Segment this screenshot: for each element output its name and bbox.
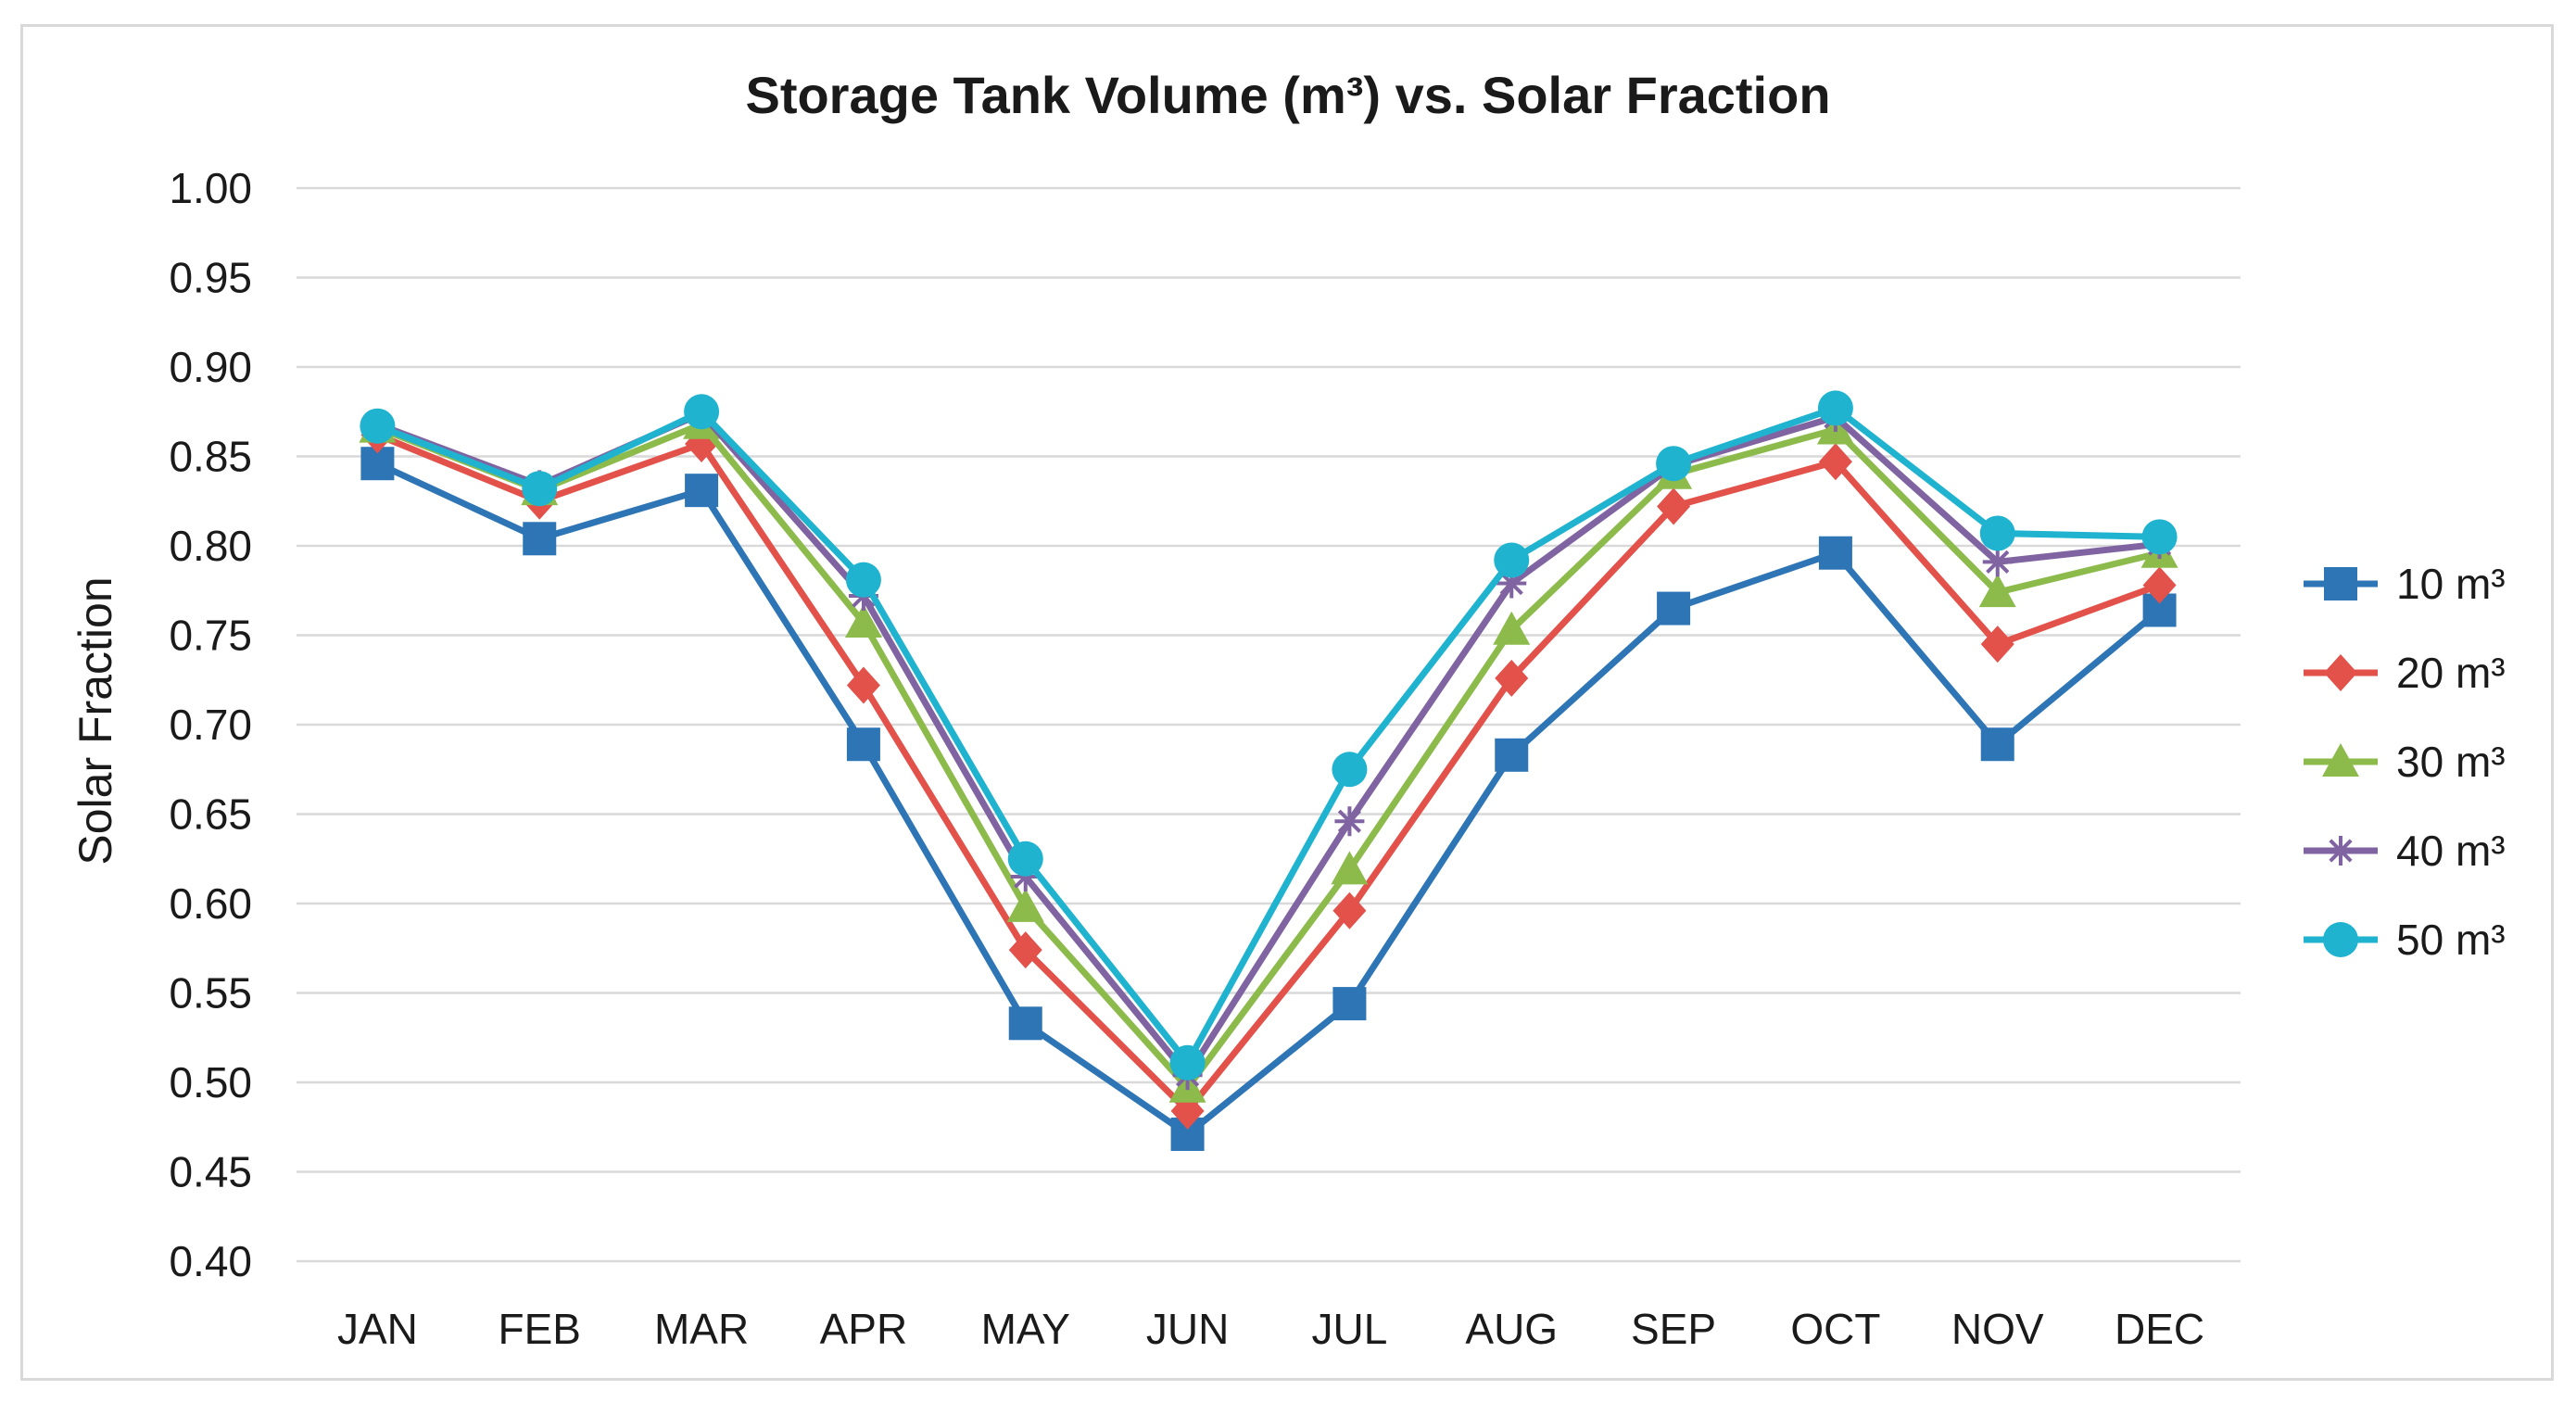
- series-1: [360, 447, 2177, 1151]
- data-point: [1496, 568, 1527, 599]
- y-tick-label: 0.80: [169, 522, 252, 570]
- legend-item: 30 m³: [2304, 738, 2506, 786]
- y-tick-label: 0.65: [169, 790, 252, 839]
- data-point: [1657, 487, 1691, 525]
- x-tick-label: JUN: [1146, 1305, 1229, 1353]
- data-point: [1978, 574, 2016, 608]
- x-tick-label: FEB: [499, 1305, 581, 1353]
- data-point: [1982, 547, 2013, 577]
- legend-label: 40 m³: [2396, 827, 2506, 875]
- y-tick-label: 1.00: [169, 164, 252, 212]
- x-tick-label: JAN: [337, 1305, 418, 1353]
- data-point: [1006, 888, 1044, 922]
- chart-frame: [20, 24, 2554, 1381]
- data-point: [2141, 519, 2178, 555]
- chart-title: Storage Tank Volume (m³) vs. Solar Fract…: [745, 66, 1830, 124]
- legend: 10 m³ 20 m³ 30 m³ 40 m³ 50 m³: [2304, 560, 2506, 964]
- data-point: [1495, 738, 1529, 772]
- legend-label: 20 m³: [2396, 649, 2506, 697]
- data-point: [1495, 659, 1529, 697]
- data-point: [1331, 851, 1369, 885]
- y-tick-label: 0.45: [169, 1148, 252, 1196]
- y-tick-label: 0.60: [169, 879, 252, 928]
- y-axis-tick-labels: 0.40 0.45 0.50 0.55 0.60 0.65 0.70 0.75 0.80 0.85…: [169, 164, 252, 1285]
- data-point: [2142, 566, 2177, 604]
- series-4: [362, 398, 2175, 1091]
- data-point: [1332, 891, 1367, 929]
- data-point: [1008, 931, 1042, 969]
- data-point: [846, 727, 880, 762]
- y-tick-label: 0.90: [169, 343, 252, 391]
- legend-marker: [2326, 836, 2355, 866]
- data-point: [522, 471, 558, 507]
- x-tick-label: NOV: [1951, 1305, 2044, 1353]
- series-5: [360, 390, 2178, 1081]
- data-point: [684, 394, 720, 430]
- legend-label: 10 m³: [2396, 560, 2506, 608]
- series-line: [375, 461, 2162, 1138]
- x-tick-label: SEP: [1631, 1305, 1716, 1353]
- legend-marker: [2322, 743, 2359, 777]
- y-tick-label: 0.85: [169, 433, 252, 481]
- x-tick-label: APR: [820, 1305, 908, 1353]
- legend-label: 50 m³: [2396, 916, 2506, 964]
- data-point: [1334, 806, 1365, 837]
- legend-marker: [2324, 567, 2357, 600]
- legend-item: 40 m³: [2304, 827, 2506, 875]
- data-point: [1818, 443, 1852, 481]
- data-point: [1979, 515, 2015, 551]
- x-tick-label: MAY: [981, 1305, 1070, 1353]
- y-tick-label: 0.55: [169, 969, 252, 1017]
- data-point: [1980, 727, 2014, 762]
- x-tick-label: DEC: [2115, 1305, 2204, 1353]
- legend-marker: [2323, 922, 2358, 957]
- data-point: [685, 474, 719, 508]
- y-tick-label: 0.70: [169, 701, 252, 749]
- data-point: [1817, 390, 1853, 426]
- x-tick-label: AUG: [1465, 1305, 1558, 1353]
- series-line: [376, 432, 2161, 1115]
- data-point: [1657, 591, 1691, 626]
- data-point: [846, 666, 880, 704]
- series-group: [359, 390, 2178, 1151]
- y-tick-label: 0.95: [169, 254, 252, 302]
- legend-item: 10 m³: [2304, 560, 2506, 608]
- legend-item: 50 m³: [2304, 916, 2506, 964]
- gridlines: [297, 186, 2241, 1263]
- data-point: [360, 408, 396, 444]
- x-axis-tick-labels: JAN FEB MAR APR MAY JUN JUL AUG SEP OCT NOV DEC: [337, 1305, 2204, 1353]
- data-point: [523, 522, 557, 556]
- data-point: [1656, 446, 1692, 482]
- x-tick-label: OCT: [1790, 1305, 1880, 1353]
- data-point: [1169, 1044, 1206, 1081]
- series-line: [376, 421, 2161, 1092]
- series-line: [376, 404, 2160, 1067]
- data-point: [1010, 862, 1041, 892]
- data-point: [1332, 752, 1368, 788]
- x-tick-label: MAR: [654, 1305, 749, 1353]
- data-point: [1008, 1006, 1042, 1041]
- legend-marker: [2324, 654, 2357, 691]
- legend-item: 20 m³: [2304, 649, 2506, 697]
- data-point: [1980, 626, 2014, 664]
- data-point: [845, 562, 881, 598]
- y-tick-label: 0.50: [169, 1058, 252, 1106]
- data-point: [1493, 611, 1531, 645]
- legend-label: 30 m³: [2396, 738, 2506, 786]
- data-point: [1007, 841, 1043, 877]
- data-point: [1332, 987, 1367, 1021]
- x-tick-label: JUL: [1312, 1305, 1388, 1353]
- series-2: [360, 416, 2177, 1130]
- y-tick-label: 0.40: [169, 1237, 252, 1285]
- y-tick-label: 0.75: [169, 612, 252, 660]
- data-point: [844, 603, 882, 638]
- data-point: [1494, 542, 1530, 578]
- y-axis-title: Solar Fraction: [69, 576, 121, 865]
- data-point: [1818, 536, 1852, 570]
